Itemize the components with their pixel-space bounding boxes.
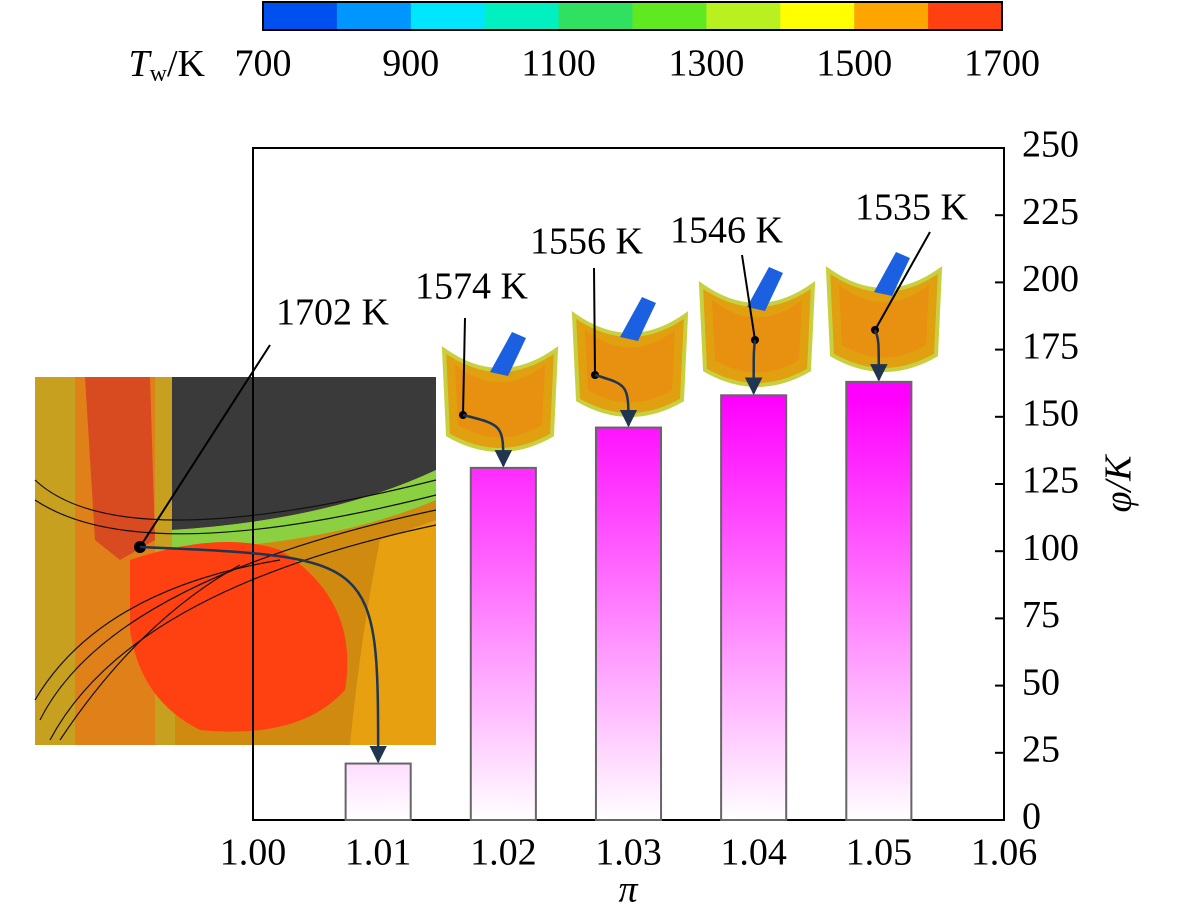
blade-inner	[585, 330, 675, 403]
colorbar-label-sub: w	[150, 61, 168, 87]
colorbar-segment	[780, 2, 855, 30]
annotation: 1574 K	[415, 266, 529, 308]
y-tick-label: 0	[1022, 796, 1041, 838]
x-tick-label: 1.05	[846, 832, 913, 874]
x-tick-label: 1.06	[971, 832, 1038, 874]
y-tick-label: 25	[1022, 729, 1060, 771]
x-tick-label: 1.04	[720, 832, 787, 874]
x-tick-label: 1.02	[470, 832, 537, 874]
blade-tip	[620, 297, 656, 341]
bar	[469, 466, 537, 821]
colorbar-segment	[928, 2, 1003, 30]
colorbar-tick-label: 1300	[668, 43, 744, 85]
y-tick-label: 125	[1022, 460, 1079, 502]
blade-tip	[874, 252, 910, 296]
x-axis-label: π	[618, 869, 638, 911]
annotation: 1556 K	[530, 221, 644, 263]
colorbar-segment	[410, 2, 486, 30]
annotation: 1546 K	[670, 210, 784, 252]
colorbar-segment	[336, 2, 412, 30]
colorbar-frame	[262, 1, 1003, 31]
colorbar-label: Tw/K	[129, 43, 206, 87]
colorbar-tick-label: 1700	[964, 43, 1040, 85]
y-tick-label: 250	[1022, 124, 1079, 166]
colorbar-tick-label: 1500	[816, 43, 892, 85]
leader-line	[874, 231, 931, 331]
colorbar-label-suffix: /K	[167, 43, 206, 85]
bar	[594, 426, 663, 821]
inset-image	[34, 377, 437, 745]
leader-line	[139, 344, 271, 548]
colorbar-segment	[484, 2, 560, 30]
thumbnail-images	[441, 252, 943, 452]
y-tick-label: 75	[1022, 594, 1060, 636]
y-axis-label: φ/K	[1098, 454, 1140, 513]
blade-tip	[747, 267, 783, 311]
annotation: 1535 K	[855, 187, 969, 229]
y-tick-label: 175	[1022, 325, 1079, 367]
annotation-arrow	[744, 339, 763, 396]
colorbar-tick-label: 700	[235, 43, 292, 85]
blade-inner	[839, 285, 929, 358]
colorbar-segment	[706, 2, 781, 30]
bar	[720, 394, 788, 821]
colorbar-tick-label: 1100	[521, 43, 596, 85]
blade-inner	[712, 300, 802, 373]
y-tick-label: 200	[1022, 258, 1079, 300]
annotation-arrow	[139, 545, 387, 764]
x-tick-label: 1.03	[595, 832, 662, 874]
leader-line	[741, 254, 756, 341]
y-tick-label: 50	[1022, 661, 1060, 703]
colorbar-label-main: T	[129, 43, 153, 85]
annotation-arrow	[594, 373, 638, 428]
leader-line	[593, 267, 596, 376]
blade-tip	[490, 332, 526, 376]
colorbar-segment	[558, 2, 633, 30]
annotation-arrow	[870, 329, 888, 382]
bar	[845, 380, 913, 821]
annotation: 1702 K	[276, 292, 390, 334]
leader-line	[462, 317, 466, 416]
annotation-arrow	[462, 413, 513, 468]
colorbar-segment	[854, 2, 929, 30]
bar	[344, 762, 412, 821]
y-tick-label: 100	[1022, 527, 1079, 569]
colorbar-tick-label: 900	[382, 43, 439, 85]
y-tick-label: 225	[1022, 191, 1079, 233]
colorbar-segment	[263, 2, 338, 30]
x-tick-label: 1.01	[345, 832, 412, 874]
x-tick-label: 1.00	[220, 832, 287, 874]
colorbar-segment	[632, 2, 707, 30]
y-tick-label: 150	[1022, 393, 1079, 435]
